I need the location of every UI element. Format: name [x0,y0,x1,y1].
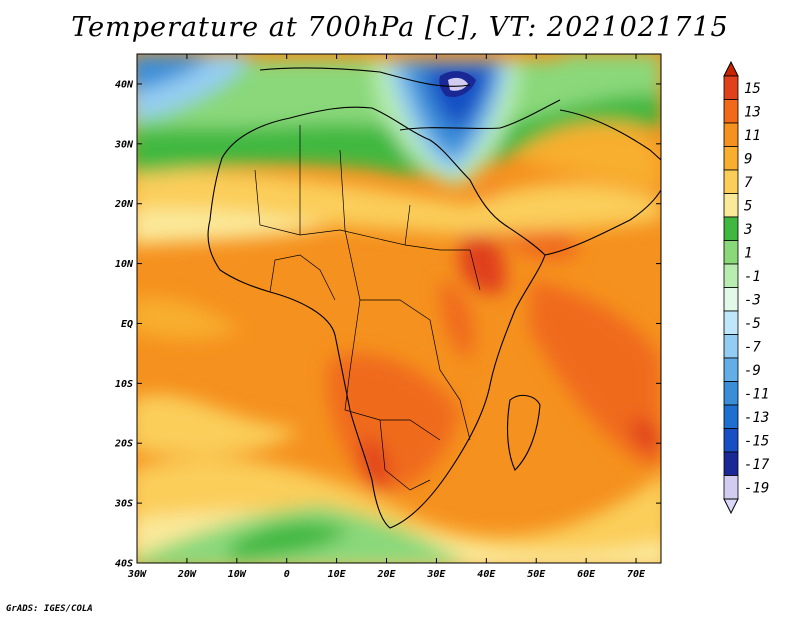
lon-label: 60E [577,569,596,580]
lon-label: 10W [228,569,247,580]
colorbar-label: 5 [744,198,752,214]
lon-label: 10E [328,569,347,580]
colorbar-segment [723,169,739,194]
colorbar-segment [723,99,739,124]
colorbar-segment [723,122,739,147]
colorbar-label: -7 [744,339,761,355]
latitude-labels: 40N 30N 20N 10N EQ 10S 20S 30S 40S [114,79,134,569]
colorbar-label: -13 [744,410,769,426]
colorbar-label: 7 [744,175,753,191]
lon-label: 70E [627,569,646,580]
lat-label: 20N [114,199,134,210]
lat-label: 10N [115,259,134,270]
lon-label: 20W [177,569,197,580]
colorbar-label: 13 [744,104,761,120]
colorbar-label: -11 [744,386,769,402]
colorbar-segment [723,75,739,100]
map-title: Temperature at 700hPa [C], VT: 202102171… [71,12,729,43]
longitude-labels: 30W 20W 10W 0 10E 20E 30E 40E 50E 60E 70E [127,569,646,580]
lat-label: 20S [114,439,133,450]
colorbar-label: -5 [744,316,761,332]
colorbar-segment [723,381,739,406]
colorbar-segment [723,475,739,500]
colorbar-label: 1 [744,245,752,261]
colorbar-label: -1 [744,269,761,285]
country-borders [254,125,481,491]
coastlines [207,67,661,529]
map-frame [136,53,662,564]
colorbar-segment [723,146,739,171]
colorbar-label: -19 [744,480,769,496]
colorbar-segment [723,451,739,476]
colorbar-segment [723,216,739,241]
lon-label: 30E [426,569,446,580]
colorbar-segment [723,334,739,359]
colorbar-label: -3 [744,292,761,308]
lon-label: 0 [284,569,290,580]
lon-label: 20E [376,569,396,580]
lon-label: 40E [477,569,496,580]
lat-label: 30N [114,139,134,150]
lon-label: 30W [127,569,147,580]
colorbar-segment [723,428,739,453]
colorbar-label: 15 [744,81,761,97]
colorbar-segment [723,287,739,312]
lat-label: 30S [114,499,133,510]
colorbar-top-cap [723,60,739,77]
colorbar-label: 3 [743,222,752,238]
lon-label: 50E [527,569,546,580]
colorbar-segment [723,357,739,382]
colorbar-label: -9 [744,363,761,379]
colorbar-label: -15 [744,433,769,449]
colorbar-label: 9 [744,151,752,167]
credit-text: GrADS: IGES/COLA [6,604,93,614]
colorbar-segment [723,404,739,429]
lat-label: EQ [121,319,133,330]
lat-label: 10S [115,379,133,390]
colorbar: 15 13 11 9 7 5 3 1 -1 -3 -5 -7 -9 -11 -13 -15 -17 -19 [723,60,770,515]
lat-label: 40N [115,79,134,90]
colorbar-segment [723,263,739,288]
axis-ticks [136,54,661,564]
lat-label: 40S [115,559,133,570]
colorbar-segment [723,310,739,335]
colorbar-segment [723,193,739,218]
colorbar-label: -17 [744,457,770,473]
colorbar-bottom-cap [723,498,739,515]
temperature-field [137,54,661,563]
colorbar-label: 11 [744,128,761,144]
colorbar-segment [723,240,739,265]
